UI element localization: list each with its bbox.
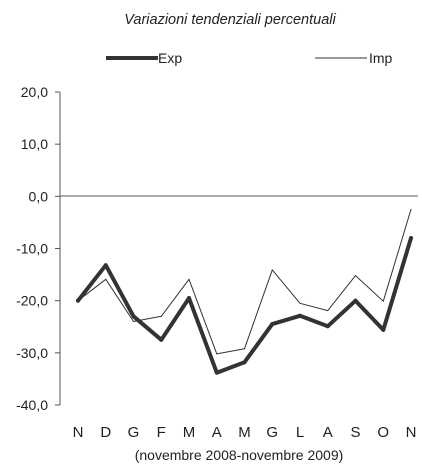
data-point-imp xyxy=(133,321,134,323)
data-point-imp xyxy=(188,278,190,280)
data-point-exp xyxy=(381,327,386,332)
x-tick-label: G xyxy=(128,424,140,441)
data-point-exp xyxy=(242,360,247,365)
data-point-imp xyxy=(299,302,301,304)
data-point-exp xyxy=(187,296,191,301)
legend: Exp Imp xyxy=(106,50,393,66)
x-tick-label: S xyxy=(350,424,360,441)
series-lines xyxy=(76,208,413,375)
data-point-exp xyxy=(325,324,330,329)
data-point-exp xyxy=(409,236,413,241)
data-point-imp xyxy=(327,310,329,312)
y-tick-label: 10,0 xyxy=(21,136,48,152)
y-tick-label: 0,0 xyxy=(29,188,49,204)
data-point-imp xyxy=(271,269,273,271)
data-point-exp xyxy=(76,298,80,303)
x-tick-label: L xyxy=(296,424,304,441)
y-tick-label: -30,0 xyxy=(16,345,48,361)
series-line-imp xyxy=(77,208,412,355)
data-point-exp xyxy=(103,263,108,268)
data-point-exp xyxy=(214,370,219,375)
x-tick-label: O xyxy=(377,424,389,441)
chart-title: Variazioni tendenziali percentuali xyxy=(124,12,336,28)
data-point-exp xyxy=(353,298,358,303)
data-point-imp xyxy=(410,208,412,210)
legend-label-imp: Imp xyxy=(369,50,393,66)
data-point-imp xyxy=(160,315,162,317)
x-tick-label: N xyxy=(406,424,417,441)
y-tick-label: -40,0 xyxy=(16,397,48,413)
x-tick-label: A xyxy=(323,424,333,441)
y-axis-ticks: 20,0 10,0 0,0 -10,0 -20,0 -30,0 -40,0 xyxy=(16,84,60,413)
x-tick-label: F xyxy=(157,424,166,441)
data-point-imp xyxy=(244,348,245,350)
legend-label-exp: Exp xyxy=(158,50,182,66)
data-point-exp xyxy=(298,313,302,318)
data-point-imp xyxy=(216,353,218,355)
data-point-imp xyxy=(382,300,384,302)
y-tick-label: -10,0 xyxy=(16,241,48,257)
y-tick-label: -20,0 xyxy=(16,293,48,309)
x-tick-label: D xyxy=(100,424,111,441)
y-tick-label: 20,0 xyxy=(21,84,48,100)
series-line-exp xyxy=(76,236,413,375)
x-axis-label: (novembre 2008-novembre 2009) xyxy=(135,447,344,463)
data-point-exp xyxy=(159,337,164,342)
data-point-exp xyxy=(270,322,275,327)
x-tick-label: M xyxy=(238,424,251,441)
data-point-exp xyxy=(131,314,136,319)
data-point-imp xyxy=(105,278,107,280)
x-tick-label: A xyxy=(212,424,222,441)
x-tick-label: N xyxy=(73,424,84,441)
x-tick-label: G xyxy=(266,424,278,441)
x-tick-label: M xyxy=(183,424,196,441)
data-point-imp xyxy=(355,275,356,277)
